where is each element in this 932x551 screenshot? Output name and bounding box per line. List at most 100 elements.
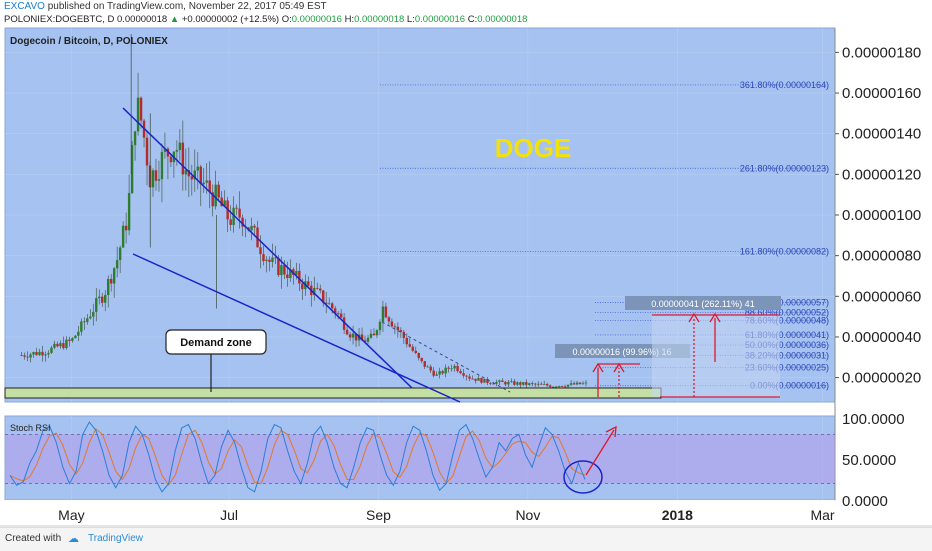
candle-body	[124, 225, 128, 231]
y-tick-label: 0.00000020	[842, 370, 921, 387]
wedge-upper-line[interactable]	[122, 107, 413, 389]
candle-body	[554, 386, 558, 388]
candle-body	[136, 97, 140, 132]
tradingview-brand[interactable]: TradingView	[88, 533, 144, 544]
rsi-highlight-circle	[563, 460, 603, 494]
candle-body	[268, 259, 271, 262]
candle-body	[112, 268, 116, 284]
candle-body	[202, 182, 205, 185]
candle-body	[74, 335, 77, 339]
candle-body	[498, 380, 501, 383]
candle-body	[133, 131, 137, 146]
candle-body	[522, 382, 525, 385]
candle-body	[139, 97, 143, 121]
candle-body	[319, 288, 322, 291]
candle-body	[229, 219, 232, 225]
candle-body	[130, 145, 134, 194]
axis-labels: 0.00000180 0.00000160 0.00000140 0.00000120…	[58, 44, 921, 523]
candle-body	[220, 197, 223, 207]
candle-body	[232, 207, 235, 225]
fib-level-label: 361.80%(0.00000164)	[740, 80, 829, 90]
candle-body	[38, 351, 41, 355]
rsi-band	[5, 434, 835, 484]
demand-zone-label: Demand zone	[180, 337, 252, 349]
open-value: 0.00000016	[291, 14, 342, 25]
candle-body	[98, 296, 101, 299]
rsi-tick-label: 50.0000	[842, 452, 896, 469]
candle-body	[542, 384, 546, 385]
x-tick-label: Nov	[515, 507, 540, 523]
candle-body	[531, 383, 534, 385]
candle-body	[157, 179, 161, 181]
ohlc-legend: POLONIEX:DOGEBTC, D 0.00000018 ▲ +0.0000…	[4, 14, 527, 25]
candle-body	[301, 283, 304, 290]
candle-body	[447, 367, 450, 369]
up-triangle-icon: ▲	[169, 14, 180, 25]
candle-body	[217, 184, 220, 198]
candle-body	[557, 385, 561, 387]
candle-body	[405, 337, 409, 345]
candle-body	[540, 383, 543, 385]
candle-body	[468, 376, 471, 379]
candle-body	[324, 302, 328, 305]
candle-body	[516, 382, 519, 385]
y-tick-label: 0.00000060	[842, 288, 921, 305]
candle-body	[86, 318, 89, 323]
candle-body	[223, 200, 226, 207]
candle-body	[214, 184, 217, 207]
candle-body	[92, 311, 95, 317]
publish-info: EXCAVO published on TradingView.com, Nov…	[4, 1, 327, 12]
candle-body	[71, 338, 74, 341]
candle-body	[572, 383, 576, 385]
candle-body	[241, 217, 244, 227]
x-tick-label: 2018	[662, 507, 693, 523]
chart-title: Dogecoin / Bitcoin, D, POLONIEX	[10, 36, 168, 47]
candle-body	[121, 225, 125, 248]
demand-zone-box[interactable]	[4, 387, 662, 399]
candle-body	[548, 385, 552, 387]
candle-body	[184, 170, 188, 175]
candle-body	[190, 176, 194, 180]
candle-body	[504, 381, 507, 385]
price-axis[interactable]	[835, 28, 932, 500]
candle-body	[390, 321, 394, 327]
doge-watermark: DOGE	[495, 133, 572, 163]
candle-body	[26, 356, 29, 358]
candle-body	[166, 148, 170, 157]
chart-canvas[interactable]: 361.80%(0.00000164) 261.80%(0.00000123) 16…	[0, 0, 932, 527]
candle-body	[289, 269, 292, 279]
candle-body	[316, 287, 319, 289]
candle-body	[211, 192, 214, 207]
trend-dashed-line	[381, 321, 511, 393]
candle-body	[489, 382, 492, 384]
wedge-lower-line[interactable]	[132, 253, 461, 403]
publisher-name[interactable]: EXCAVO	[4, 1, 45, 12]
candle-body	[393, 326, 397, 328]
candle-body	[566, 384, 570, 387]
candle-body	[80, 321, 83, 332]
candle-body	[53, 343, 56, 348]
candle-body	[417, 353, 420, 358]
candle-body	[363, 340, 367, 342]
candle-body	[402, 331, 406, 338]
candle-body	[438, 371, 441, 375]
candle-body	[575, 382, 579, 385]
fib-level-label: 50.00%(0.00000036)	[745, 340, 829, 350]
y-tick-label: 0.00000080	[842, 248, 921, 265]
measure-box-2[interactable]	[625, 296, 781, 310]
time-axis[interactable]	[5, 500, 835, 527]
candle-body	[286, 274, 289, 279]
demand-zone-callout[interactable]	[165, 329, 267, 355]
high-value: 0.00000018	[354, 14, 405, 25]
measure-region	[652, 315, 780, 397]
candle-body	[375, 330, 379, 336]
published-text: published on TradingView.com, November 2…	[47, 1, 327, 12]
candle-body	[534, 383, 537, 385]
candle-body	[145, 137, 149, 166]
candle-body	[387, 317, 391, 322]
candle-body	[178, 142, 182, 151]
candle-body	[420, 357, 423, 362]
candle-body	[23, 355, 26, 357]
candle-body	[41, 351, 44, 356]
candle-body	[560, 385, 564, 387]
